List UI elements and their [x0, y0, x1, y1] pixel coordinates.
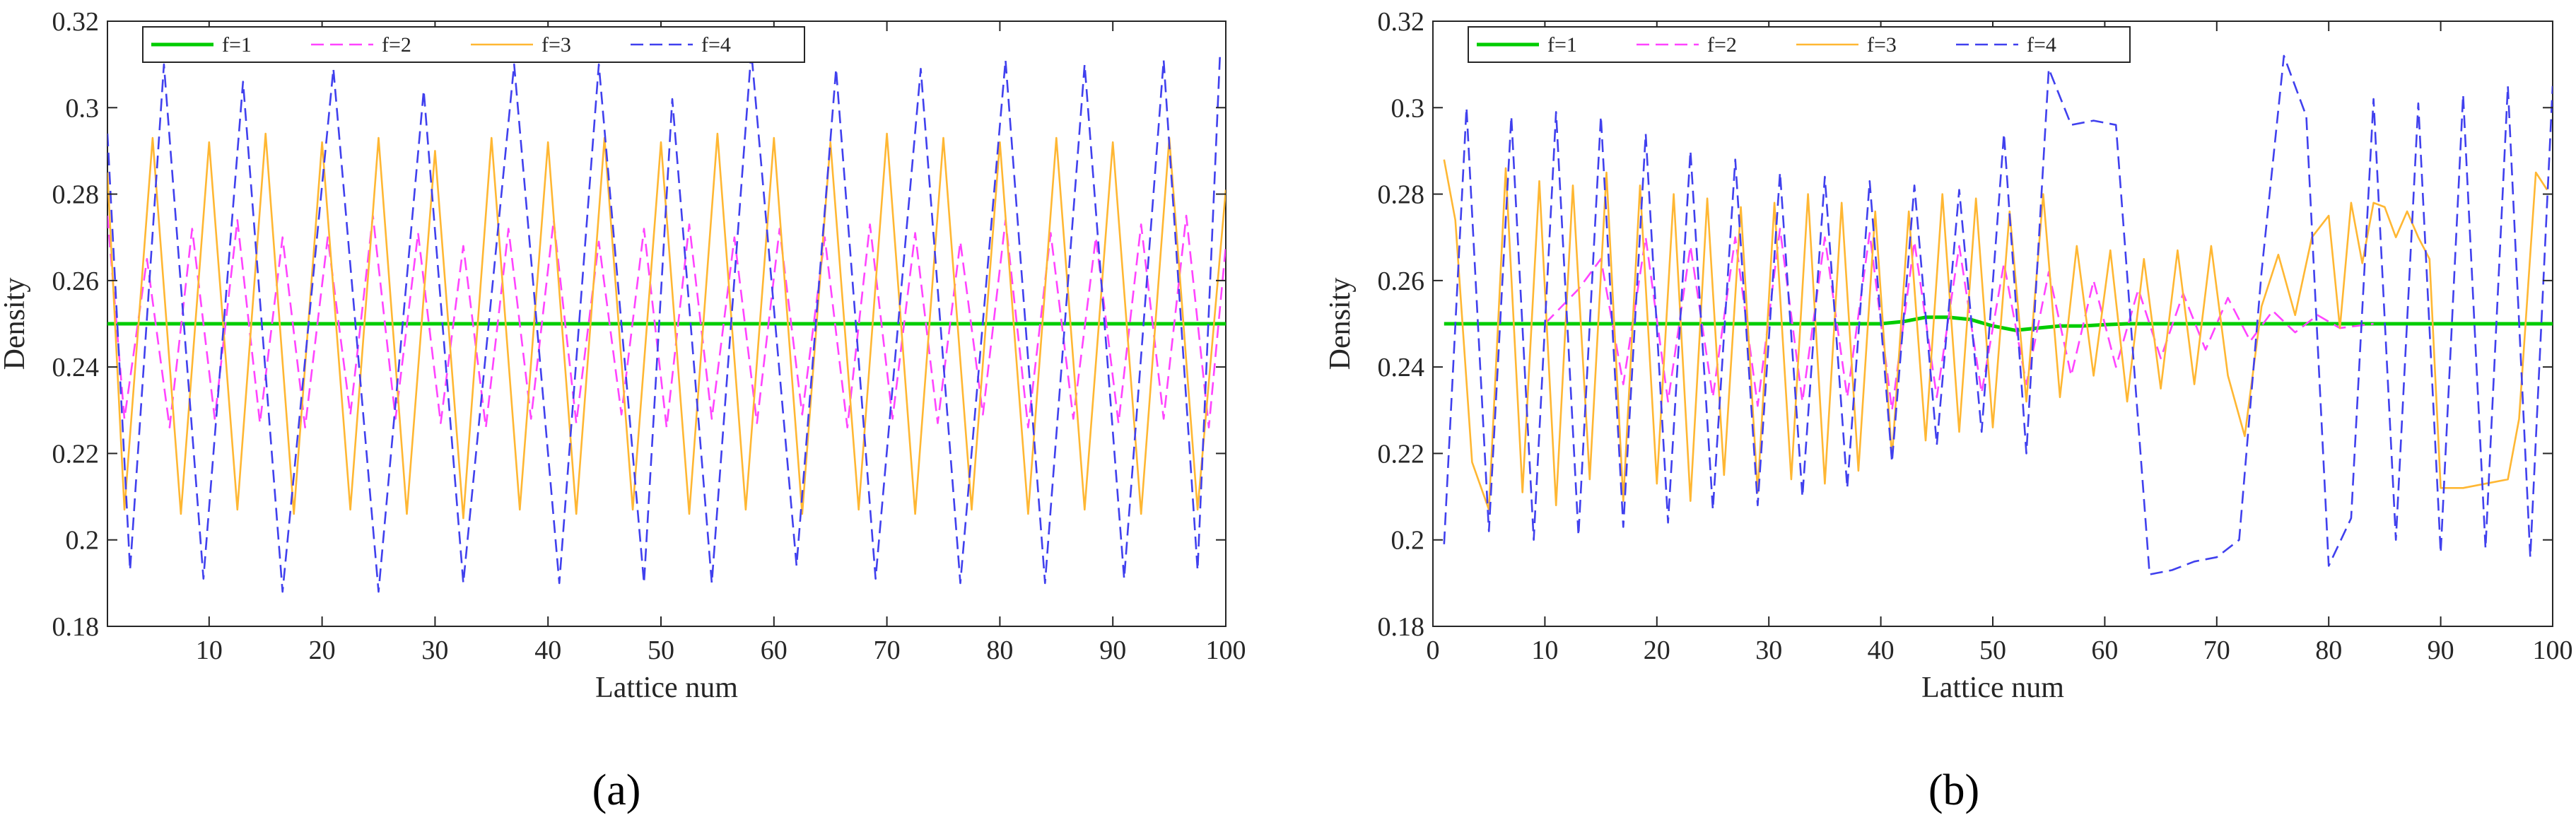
y-tick-label: 0.3 — [66, 93, 100, 123]
x-tick-label: 10 — [1531, 636, 1558, 665]
y-axis-label: Density — [0, 278, 31, 370]
x-tick-label: 70 — [874, 636, 901, 665]
y-tick-label: 0.24 — [52, 353, 100, 382]
legend-label-f4: f=4 — [2027, 33, 2056, 57]
legend-label-f2: f=2 — [1707, 33, 1737, 57]
series-line-f2 — [107, 214, 1226, 429]
legend-label-f2: f=2 — [382, 33, 411, 57]
series-group — [107, 50, 1226, 593]
y-tick-label: 0.18 — [52, 612, 100, 642]
y-tick-label: 0.2 — [1391, 526, 1425, 556]
x-tick-label: 30 — [421, 636, 448, 665]
y-tick-label: 0.22 — [1378, 439, 1425, 469]
y-tick-label: 0.3 — [1391, 93, 1425, 123]
x-tick-label: 90 — [1099, 636, 1126, 665]
panel-b: 0 10 20 30 40 50 60 70 80 90 100 0.18 0.2 0.22 0.24 0.2… — [1324, 7, 2573, 704]
panel-a: 10 20 30 40 50 60 70 80 90 100 0.18 0.2 0.22 0.24 0.26… — [0, 7, 1246, 704]
y-tick-label: 0.24 — [1378, 353, 1425, 382]
legend: f=1 f=2 f=3 f=4 — [1468, 26, 2131, 63]
x-tick-label: 40 — [1868, 636, 1895, 665]
legend-label-f3: f=3 — [1867, 33, 1897, 57]
y-tick-label: 0.26 — [52, 267, 100, 296]
x-tick-label: 10 — [196, 636, 223, 665]
y-tick-label: 0.18 — [1378, 612, 1425, 642]
x-tick-label: 60 — [2091, 636, 2118, 665]
x-tick-label: 100 — [1206, 636, 1246, 665]
x-tick-label: 80 — [2315, 636, 2342, 665]
y-tick-label: 0.28 — [52, 180, 100, 210]
x-tick-label: 20 — [309, 636, 336, 665]
series-group — [1443, 54, 2553, 575]
legend-label-f3: f=3 — [541, 33, 571, 57]
legend: f=1 f=2 f=3 f=4 — [142, 26, 805, 63]
x-tick-label: 70 — [2203, 636, 2230, 665]
y-tick-label: 0.28 — [1378, 180, 1425, 210]
x-tick-label: 40 — [534, 636, 561, 665]
x-tick-label: 20 — [1644, 636, 1670, 665]
series-line-f4 — [107, 50, 1222, 593]
legend-label-f1: f=1 — [1547, 33, 1577, 57]
x-tick-label: 30 — [1755, 636, 1782, 665]
legend-label-f1: f=1 — [222, 33, 252, 57]
panel-caption-b: (b) — [1928, 766, 1979, 814]
x-axis-label: Lattice num — [1921, 672, 2064, 704]
x-tick-label: 100 — [2533, 636, 2573, 665]
series-line-f3 — [107, 132, 1226, 520]
y-axis-label: Density — [1324, 278, 1357, 370]
x-axis-label: Lattice num — [595, 672, 738, 704]
y-tick-label: 0.26 — [1378, 267, 1425, 296]
y-tick-label: 0.2 — [66, 526, 100, 556]
legend-label-f4: f=4 — [701, 33, 731, 57]
x-tick-label: 50 — [1979, 636, 2006, 665]
series-line-f3 — [1443, 159, 2548, 511]
x-tick-label: 50 — [648, 636, 674, 665]
y-tick-label: 0.32 — [1378, 7, 1425, 37]
series-line-f2 — [1544, 228, 2374, 411]
y-tick-label: 0.22 — [52, 439, 100, 469]
y-tick-label: 0.32 — [52, 7, 100, 37]
series-line-f4 — [1443, 54, 2553, 575]
x-tick-label: 90 — [2428, 636, 2454, 665]
x-tick-label: 80 — [986, 636, 1013, 665]
panel-caption-a: (a) — [592, 766, 641, 814]
x-tick-label: 0 — [1427, 636, 1440, 665]
x-tick-label: 60 — [761, 636, 788, 665]
